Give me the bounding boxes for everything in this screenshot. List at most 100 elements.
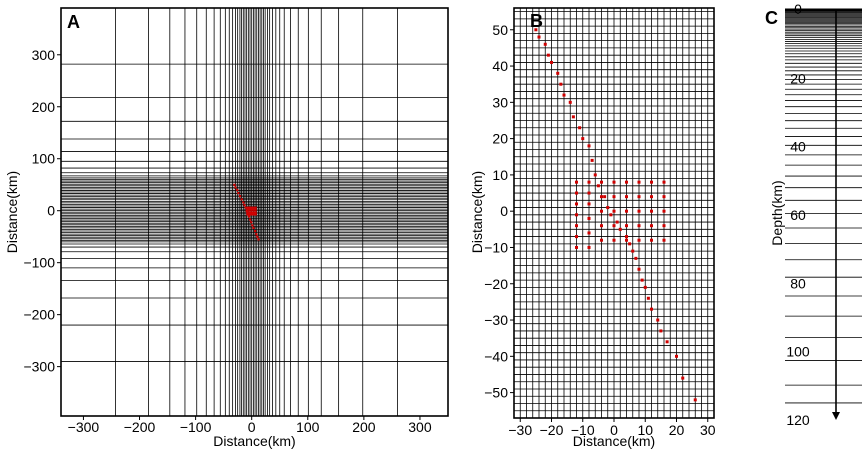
station-point <box>249 206 252 209</box>
y-tick-label: 0 <box>47 203 55 219</box>
depth-tick-label: 120 <box>786 412 810 428</box>
station-point <box>581 137 585 141</box>
station-point <box>236 188 239 192</box>
station-point <box>249 218 252 221</box>
station-point <box>243 203 246 207</box>
depth-tick-label: 100 <box>786 344 810 360</box>
station-point <box>237 192 240 195</box>
station-point <box>256 235 259 238</box>
station-point <box>252 206 256 209</box>
station-point <box>587 231 591 235</box>
depth-tick-label: 20 <box>790 70 806 86</box>
station-point <box>249 211 252 214</box>
station-point <box>247 208 251 211</box>
x-tick-label: 0 <box>610 422 618 438</box>
station-point <box>612 180 616 184</box>
station-point <box>596 184 600 188</box>
y-tick-label: −20 <box>484 276 508 292</box>
panel-a-ticks: −300 −200 −100 0 100 200 300 300 200 100 0 −100 −200… <box>23 47 431 435</box>
station-point <box>254 213 257 216</box>
station-point <box>254 211 257 214</box>
station-point <box>693 398 697 402</box>
x-tick-label: 20 <box>669 422 685 438</box>
station-point <box>247 213 251 216</box>
station-point <box>628 242 632 246</box>
station-point <box>252 226 255 230</box>
station-point <box>571 115 575 119</box>
station-point <box>559 82 563 86</box>
station-point <box>612 209 616 213</box>
station-point <box>625 180 628 184</box>
station-point <box>600 209 603 213</box>
y-tick-label: −200 <box>23 307 55 323</box>
station-point <box>240 198 243 201</box>
station-point <box>640 278 644 282</box>
y-tick-label: 50 <box>492 22 508 38</box>
station-point <box>556 71 560 75</box>
station-point <box>575 202 578 206</box>
station-point <box>249 208 252 211</box>
station-point <box>246 206 249 209</box>
station-point <box>251 213 254 216</box>
y-tick-label: 0 <box>500 203 508 219</box>
y-tick-label: −10 <box>484 239 508 255</box>
station-point <box>246 211 249 214</box>
x-tick-label: 10 <box>637 422 653 438</box>
station-point <box>247 211 251 214</box>
station-point <box>246 208 249 211</box>
panel-b-ticks: −30 −20 −10 0 10 20 30 50 40 30 20 10 0 −10 −20 −30 −40 −… <box>484 22 715 438</box>
station-point <box>249 213 252 216</box>
y-tick-label: 200 <box>32 99 56 115</box>
station-point <box>631 249 635 253</box>
panel-c-arrow-icon <box>832 412 840 420</box>
y-tick-label: −40 <box>484 348 508 364</box>
x-tick-label: 200 <box>352 419 376 435</box>
panel-c-layers <box>785 8 862 404</box>
y-tick-label: 20 <box>492 131 508 147</box>
panel-a-y-axis-title: Distance(km) <box>4 171 20 253</box>
station-point <box>252 208 256 211</box>
station-point <box>587 245 591 249</box>
y-tick-label: 40 <box>492 58 508 74</box>
station-point <box>637 238 641 242</box>
station-point <box>534 28 538 32</box>
station-point <box>603 195 607 199</box>
station-point <box>562 93 566 97</box>
station-point <box>578 126 582 130</box>
panel-b-stations <box>534 28 697 402</box>
x-tick-label: −10 <box>571 422 595 438</box>
x-tick-label: −30 <box>508 422 532 438</box>
station-point <box>254 206 257 209</box>
station-point <box>675 354 678 358</box>
station-point <box>546 53 550 57</box>
panel-b-frame <box>513 7 715 419</box>
station-point <box>650 307 653 311</box>
station-point <box>575 224 578 228</box>
panel-b-x-axis-title: Distance(km) <box>573 433 655 449</box>
station-point <box>587 216 591 220</box>
y-tick-label: −30 <box>484 312 508 328</box>
station-point <box>247 206 251 209</box>
station-point <box>244 206 247 209</box>
station-point <box>587 180 591 184</box>
station-point <box>615 220 619 224</box>
station-point <box>242 201 245 204</box>
station-point <box>606 206 610 210</box>
x-tick-label: −100 <box>180 419 212 435</box>
station-point <box>590 158 594 162</box>
station-point <box>646 296 650 300</box>
panel-a-frame <box>60 7 449 417</box>
station-point <box>650 209 653 213</box>
station-point <box>250 221 253 224</box>
y-tick-label: 10 <box>492 167 508 183</box>
station-point <box>587 191 591 195</box>
station-point <box>634 256 638 260</box>
y-tick-label: 300 <box>32 47 56 63</box>
station-point <box>612 224 616 228</box>
station-point <box>662 238 666 242</box>
station-point <box>255 233 258 236</box>
station-point <box>662 195 666 199</box>
panel-b-grid <box>513 8 715 419</box>
station-point <box>252 213 256 216</box>
x-tick-label: 0 <box>248 419 256 435</box>
